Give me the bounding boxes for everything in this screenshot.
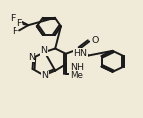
Text: F: F [13,27,18,36]
Text: NH: NH [70,63,84,72]
Text: Me: Me [70,71,83,80]
Text: N: N [40,46,47,55]
Text: N: N [28,53,35,62]
Text: F: F [17,19,22,28]
Text: N: N [41,71,48,80]
Text: O: O [92,36,99,45]
Text: F: F [10,14,15,23]
Text: HN: HN [73,49,87,58]
